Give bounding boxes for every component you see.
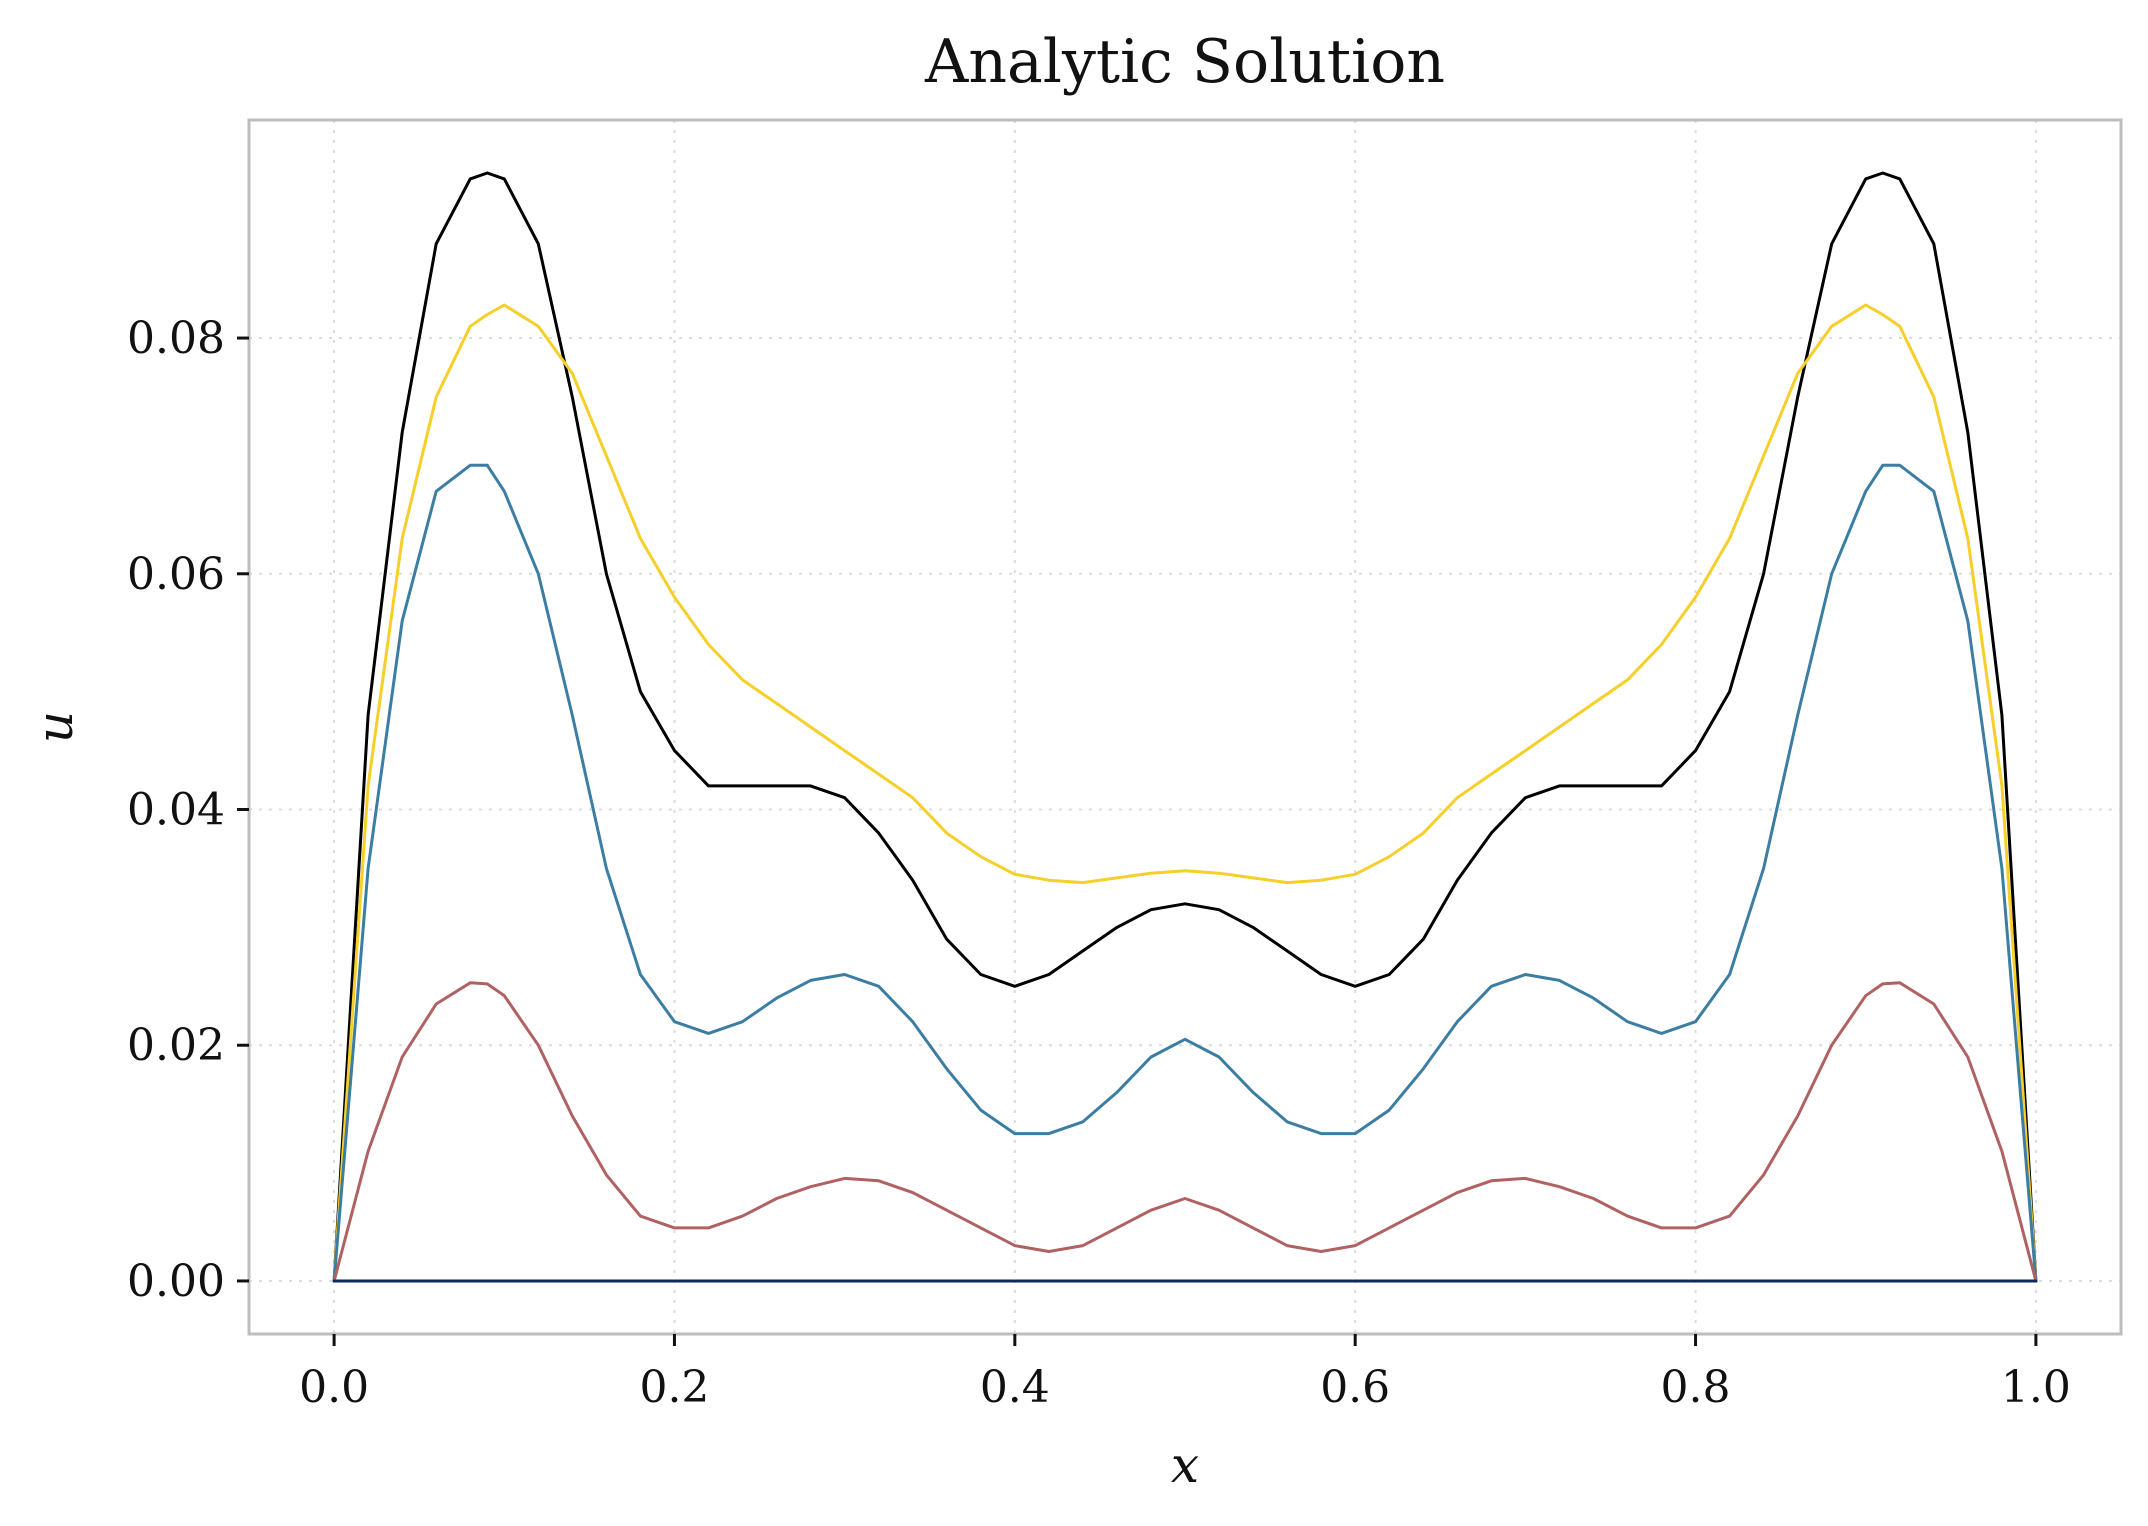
y-tick-label: 0.04 — [127, 785, 225, 836]
x-tick-label: 0.0 — [299, 1362, 369, 1413]
y-axis-label: u — [26, 711, 84, 743]
series-line-1 — [332, 171, 2038, 1283]
y-tick-label: 0.00 — [127, 1256, 225, 1307]
series-group — [332, 171, 2038, 1283]
y-tick-label: 0.08 — [127, 313, 225, 364]
axis-ticks: 0.0 0.2 0.4 0.6 0.8 1.0 0.00 0.02 0.04 0.06 0.08 — [127, 313, 2071, 1413]
plot-frame — [247, 118, 2123, 1336]
x-tick-label: 0.4 — [980, 1362, 1050, 1413]
y-tick-label: 0.06 — [127, 549, 225, 600]
x-tick-label: 1.0 — [2001, 1362, 2071, 1413]
series-line-4 — [332, 981, 2038, 1283]
chart-title: Analytic Solution — [924, 27, 1445, 97]
y-tick-label: 0.02 — [127, 1020, 225, 1071]
x-axis-label: x — [1171, 1436, 1199, 1494]
series-line-3 — [332, 463, 2038, 1283]
series-line-2 — [332, 303, 2038, 1283]
x-tick-label: 0.6 — [1320, 1362, 1390, 1413]
x-tick-label: 0.8 — [1661, 1362, 1731, 1413]
x-tick-label: 0.2 — [639, 1362, 709, 1413]
grid — [249, 120, 2121, 1334]
